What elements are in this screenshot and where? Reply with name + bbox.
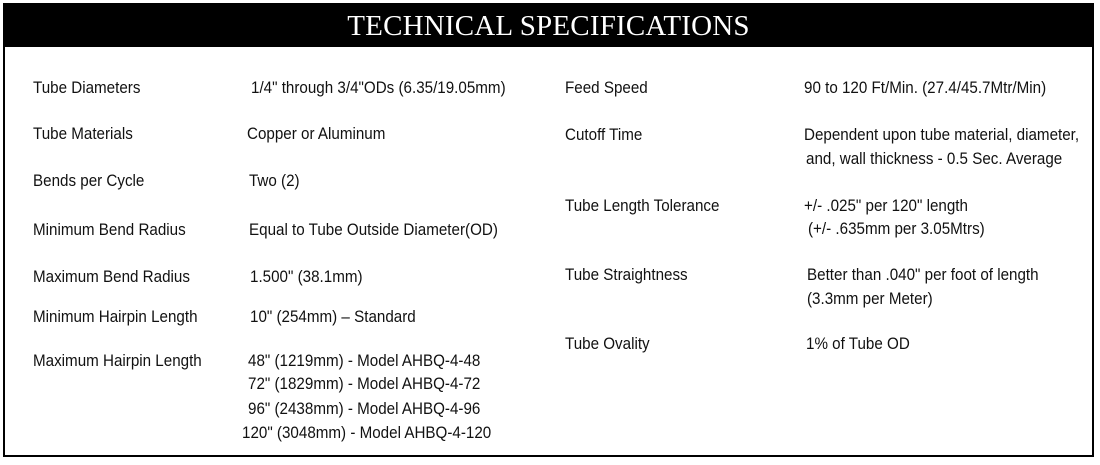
- spec-label-tube-materials: Tube Materials: [33, 125, 133, 143]
- spec-label-tube-diameters: Tube Diameters: [33, 79, 141, 97]
- spec-value-tube-diameters: 1/4" through 3/4"ODs (6.35/19.05mm): [251, 79, 506, 97]
- spec-value-bends-per-cycle: Two (2): [249, 172, 300, 190]
- spec-value-min-bend-radius: Equal to Tube Outside Diameter(OD): [249, 221, 498, 239]
- spec-value-cutoff-time-line2: and, wall thickness - 0.5 Sec. Average: [806, 150, 1063, 168]
- spec-value-max-bend-radius: 1.500" (38.1mm): [250, 268, 363, 286]
- spec-value-tube-materials: Copper or Aluminum: [247, 125, 386, 143]
- spec-label-tube-ovality: Tube Ovality: [565, 335, 650, 353]
- spec-value-cutoff-time-line1: Dependent upon tube material, diameter,: [804, 126, 1080, 144]
- spec-label-min-bend-radius: Minimum Bend Radius: [33, 221, 186, 239]
- spec-value-length-tolerance-line2: (+/- .635mm per 3.05Mtrs): [808, 220, 985, 238]
- spec-value-tube-ovality: 1% of Tube OD: [806, 335, 910, 353]
- page-title: TECHNICAL SPECIFICATIONS: [5, 5, 1092, 47]
- spec-label-max-bend-radius: Maximum Bend Radius: [33, 268, 190, 286]
- spec-value-feed-speed: 90 to 120 Ft/Min. (27.4/45.7Mtr/Min): [804, 79, 1047, 97]
- spec-value-max-hairpin-48: 48" (1219mm) - Model AHBQ-4-48: [248, 352, 481, 370]
- spec-label-tube-length-tolerance: Tube Length Tolerance: [565, 197, 720, 215]
- spec-value-min-hairpin-length: 10" (254mm) – Standard: [250, 308, 416, 326]
- spec-label-cutoff-time: Cutoff Time: [565, 126, 643, 144]
- spec-label-tube-straightness: Tube Straightness: [565, 266, 688, 284]
- spec-sheet: TECHNICAL SPECIFICATIONS: [3, 3, 1094, 457]
- spec-label-bends-per-cycle: Bends per Cycle: [33, 172, 145, 190]
- spec-value-max-hairpin-120: 120" (3048mm) - Model AHBQ-4-120: [242, 424, 492, 442]
- spec-label-feed-speed: Feed Speed: [565, 79, 648, 97]
- spec-value-max-hairpin-96: 96" (2438mm) - Model AHBQ-4-96: [248, 400, 481, 418]
- spec-value-max-hairpin-72: 72" (1829mm) - Model AHBQ-4-72: [248, 375, 481, 393]
- spec-label-max-hairpin-length: Maximum Hairpin Length: [33, 352, 202, 370]
- spec-value-straightness-line2: (3.3mm per Meter): [807, 290, 933, 308]
- spec-value-length-tolerance-line1: +/- .025" per 120" length: [804, 197, 968, 215]
- spec-label-min-hairpin-length: Minimum Hairpin Length: [33, 308, 198, 326]
- spec-value-straightness-line1: Better than .040" per foot of length: [807, 266, 1039, 284]
